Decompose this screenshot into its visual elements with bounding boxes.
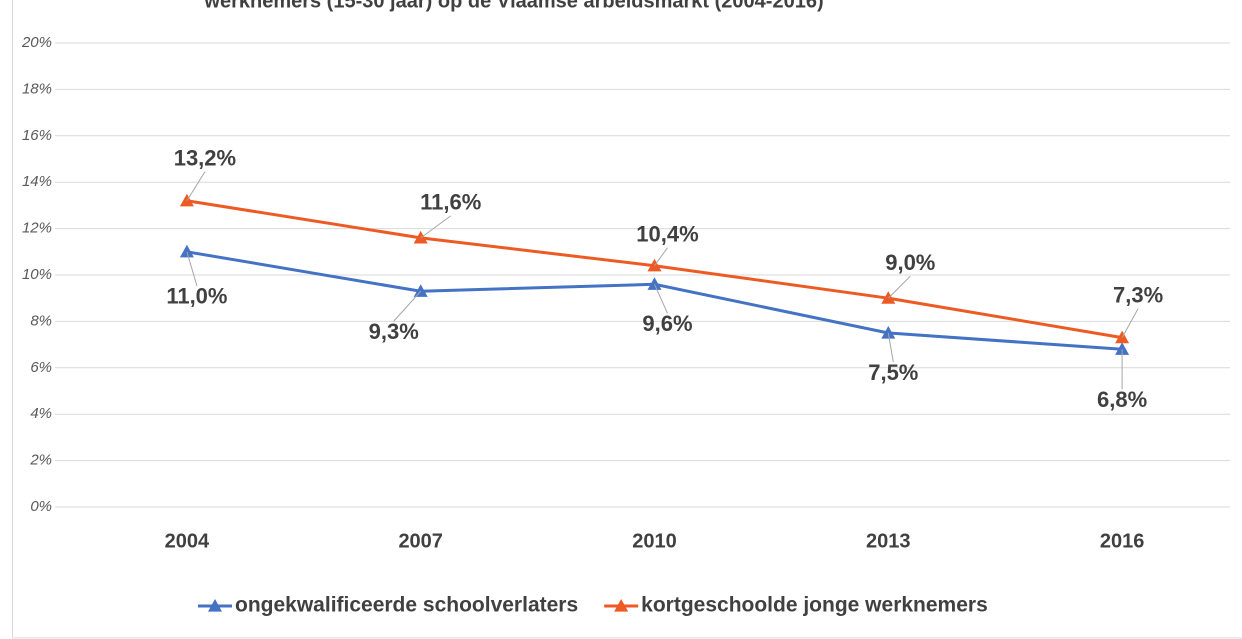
y-tick-label: 20% bbox=[21, 34, 52, 51]
data-label: 9,3% bbox=[369, 319, 419, 344]
marker bbox=[413, 284, 428, 297]
chart-border bbox=[12, 0, 1242, 639]
marker bbox=[647, 277, 662, 290]
x-tick-label: 2007 bbox=[398, 530, 443, 552]
y-tick-label: 2% bbox=[29, 452, 52, 469]
leader-line bbox=[654, 284, 668, 314]
data-label: 11,6% bbox=[420, 190, 481, 215]
y-tick-label: 8% bbox=[30, 312, 52, 329]
marker bbox=[881, 326, 896, 339]
data-label: 6,8% bbox=[1097, 387, 1147, 412]
data-label: 9,6% bbox=[642, 311, 692, 336]
x-tick-label: 2010 bbox=[632, 530, 677, 552]
legend-label: kortgeschoolde jonge werknemers bbox=[641, 594, 988, 617]
y-tick-label: 18% bbox=[22, 80, 52, 97]
data-label: 7,3% bbox=[1113, 282, 1163, 307]
leader-line bbox=[393, 290, 422, 322]
data-label: 10,4% bbox=[636, 222, 698, 247]
leader-line bbox=[887, 275, 911, 299]
legend-marker bbox=[614, 599, 629, 612]
x-tick-label: 2016 bbox=[1100, 530, 1145, 552]
legend-marker bbox=[208, 599, 222, 612]
leader-line bbox=[1121, 308, 1139, 338]
y-tick-label: 16% bbox=[22, 127, 52, 144]
x-tick-label: 2004 bbox=[165, 530, 210, 552]
y-tick-label: 12% bbox=[22, 220, 52, 237]
leader-line bbox=[420, 215, 451, 239]
y-tick-label: 10% bbox=[22, 266, 52, 283]
x-tick-label: 2013 bbox=[866, 530, 911, 552]
leader-line bbox=[887, 332, 894, 363]
legend-label: ongekwalificeerde schoolverlaters bbox=[235, 594, 578, 617]
data-label: 9,0% bbox=[885, 250, 935, 275]
leader-line bbox=[186, 171, 206, 202]
marker bbox=[413, 230, 428, 244]
y-tick-label: 6% bbox=[30, 359, 52, 376]
chart-title: werknemers (15-30 jaar) op de Vlaamse ar… bbox=[203, 0, 823, 12]
y-tick-label: 4% bbox=[30, 405, 52, 422]
y-tick-label: 14% bbox=[22, 173, 52, 190]
marker bbox=[1115, 342, 1130, 355]
data-label: 13,2% bbox=[174, 146, 236, 171]
data-label: 11,0% bbox=[166, 284, 227, 309]
y-tick-label: 0% bbox=[30, 498, 52, 515]
marker bbox=[179, 244, 194, 258]
leader-line bbox=[654, 247, 668, 267]
leader-line bbox=[186, 251, 198, 286]
data-label: 7,5% bbox=[868, 360, 918, 385]
